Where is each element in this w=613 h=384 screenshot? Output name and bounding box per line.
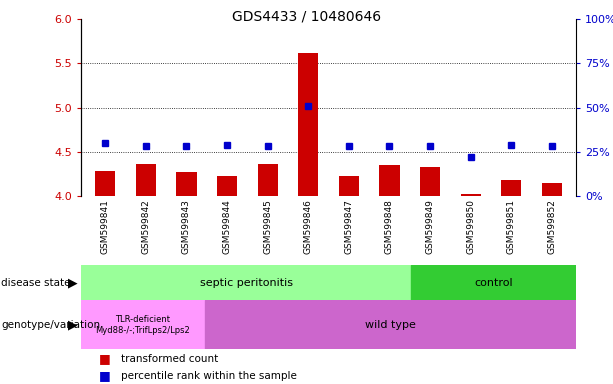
Text: ▶: ▶ (67, 318, 77, 331)
Text: percentile rank within the sample: percentile rank within the sample (121, 371, 297, 381)
Text: TLR-deficient
Myd88-/-;TrifLps2/Lps2: TLR-deficient Myd88-/-;TrifLps2/Lps2 (96, 315, 190, 334)
Text: GSM599852: GSM599852 (547, 199, 557, 254)
Bar (460, 194, 481, 196)
Text: GSM599843: GSM599843 (182, 199, 191, 254)
Text: disease state: disease state (1, 278, 70, 288)
Text: transformed count: transformed count (121, 354, 218, 364)
Bar (420, 167, 440, 196)
Bar (339, 175, 359, 196)
Text: control: control (474, 278, 513, 288)
Bar (81, 265, 411, 300)
Bar (135, 164, 156, 196)
Bar (298, 53, 318, 196)
Bar (411, 265, 576, 300)
Bar (81, 300, 205, 349)
Bar (205, 300, 576, 349)
Text: GSM599849: GSM599849 (425, 199, 435, 254)
Text: GSM599845: GSM599845 (263, 199, 272, 254)
Text: wild type: wild type (365, 320, 416, 330)
Text: GSM599846: GSM599846 (304, 199, 313, 254)
Bar (379, 165, 400, 196)
Text: GSM599847: GSM599847 (345, 199, 353, 254)
Bar (542, 184, 562, 196)
Text: GSM599850: GSM599850 (466, 199, 475, 254)
Text: septic peritonitis: septic peritonitis (199, 278, 292, 288)
Bar (501, 180, 522, 196)
Bar (177, 172, 197, 196)
Text: GSM599842: GSM599842 (142, 199, 150, 254)
Bar (217, 175, 237, 196)
Text: GSM599848: GSM599848 (385, 199, 394, 254)
Text: genotype/variation: genotype/variation (1, 320, 101, 330)
Text: GSM599841: GSM599841 (101, 199, 110, 254)
Text: GSM599844: GSM599844 (223, 199, 232, 254)
Bar (95, 171, 115, 196)
Text: GDS4433 / 10480646: GDS4433 / 10480646 (232, 10, 381, 23)
Text: ■: ■ (99, 369, 111, 382)
Text: ▶: ▶ (67, 276, 77, 289)
Text: GSM599851: GSM599851 (507, 199, 516, 254)
Bar (257, 164, 278, 196)
Text: ■: ■ (99, 353, 111, 366)
